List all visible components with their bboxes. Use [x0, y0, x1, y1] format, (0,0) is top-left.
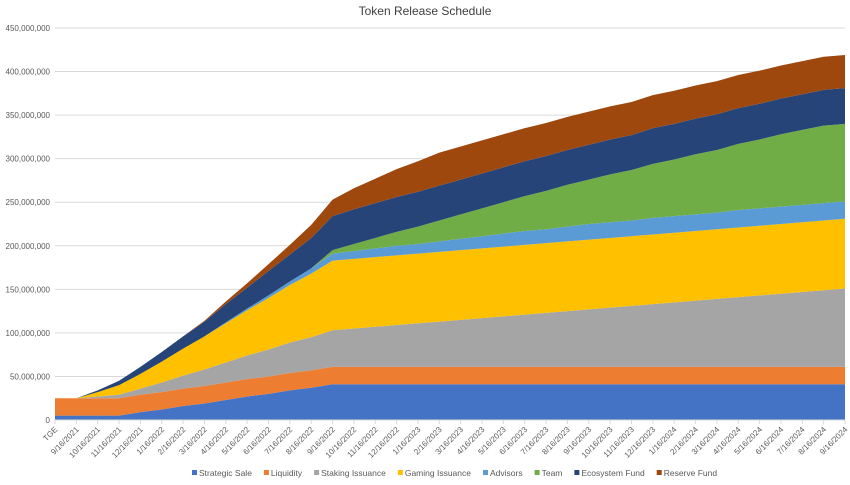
chart-title: Token Release Schedule	[359, 4, 492, 18]
legend-item: Strategic Sale	[192, 468, 252, 478]
x-axis-ticks: TGE9/16/202110/16/202111/16/202112/16/20…	[41, 420, 850, 460]
legend-label: Advisors	[490, 468, 523, 478]
y-tick-label: 0	[46, 416, 51, 425]
legend-item: Team	[534, 468, 563, 478]
area-advisors	[55, 201, 845, 399]
y-tick-label: 200,000,000	[6, 242, 51, 251]
legend-item: Ecosystem Fund	[574, 468, 645, 478]
area-staking-issuance	[55, 288, 845, 399]
legend-item: Reserve Fund	[656, 468, 718, 478]
y-tick-label: 150,000,000	[6, 285, 51, 294]
y-tick-label: 100,000,000	[6, 329, 51, 338]
legend-label: Liquidity	[271, 468, 303, 478]
legend-label: Reserve Fund	[664, 468, 718, 478]
legend-label: Ecosystem Fund	[581, 468, 645, 478]
y-tick-label: 50,000,000	[10, 372, 51, 381]
legend-swatch	[656, 470, 662, 475]
area-ecosystem-fund	[55, 88, 845, 399]
y-tick-label: 250,000,000	[6, 198, 51, 207]
x-tick-label: TGE	[41, 425, 59, 443]
area-team	[55, 123, 845, 399]
y-tick-label: 450,000,000	[6, 24, 51, 33]
area-gaming-issuance	[55, 218, 845, 399]
y-tick-label: 350,000,000	[6, 111, 51, 120]
legend-swatch	[534, 470, 540, 475]
legend-item: Liquidity	[263, 468, 303, 478]
legend-label: Staking Issuance	[321, 468, 386, 478]
legend-swatch	[574, 470, 580, 475]
legend-item: Staking Issuance	[314, 468, 386, 478]
area-reserve-fund	[55, 55, 845, 399]
y-tick-label: 400,000,000	[6, 68, 51, 77]
legend-label: Team	[542, 468, 563, 478]
legend-swatch	[483, 470, 488, 475]
legend: Strategic Sale Liquidity Staking Issuance G…	[192, 468, 717, 478]
legend-swatch	[397, 470, 403, 475]
legend-swatch	[263, 470, 269, 475]
stacked-areas	[55, 55, 845, 420]
legend-item: Advisors	[483, 468, 523, 478]
area-strategic-sale	[55, 384, 845, 420]
legend-swatch	[314, 470, 320, 475]
area-liquidity	[55, 366, 845, 416]
y-axis-ticks: 0 50,000,000 100,000,000 150,000,000 200,000…	[6, 24, 51, 425]
legend-item: Gaming Issuance	[397, 468, 471, 478]
legend-label: Gaming Issuance	[405, 468, 471, 478]
legend-swatch	[192, 470, 197, 475]
y-tick-label: 300,000,000	[6, 155, 51, 164]
legend-label: Strategic Sale	[199, 468, 252, 478]
